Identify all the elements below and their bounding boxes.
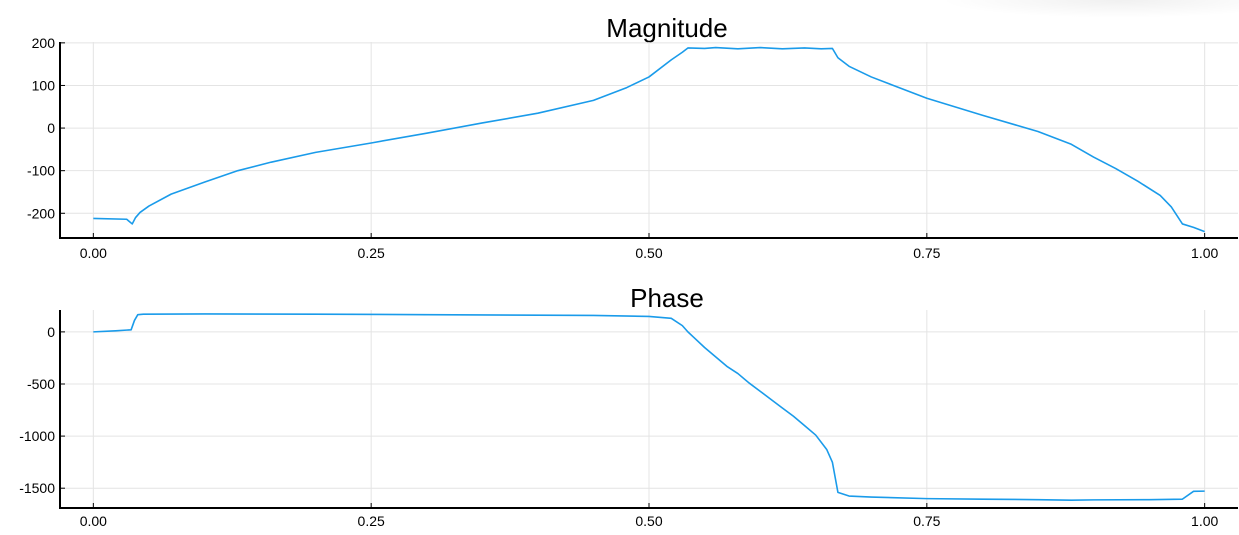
magnitude-series-line [93, 46, 1205, 233]
phase-x-tick-label: 0.75 [913, 513, 940, 529]
magnitude-y-tick-label: 0 [47, 120, 55, 136]
magnitude-x-tick-label: 1.00 [1191, 245, 1218, 261]
magnitude-chart: Magnitude 0.00 0.25 0.50 0.75 1.00 200 100 0 -100… [27, 13, 1238, 261]
phase-y-tick-label: -500 [27, 376, 55, 392]
magnitude-y-tick-label: -200 [27, 205, 55, 221]
phase-title: Phase [630, 283, 704, 313]
phase-x-tick-label: 0.50 [635, 513, 662, 529]
phase-chart: Phase 0.00 0.25 0.50 0.75 1.00 0 -500 -1000 -1500 [19, 283, 1238, 529]
phase-y-tick-label: -1000 [19, 428, 55, 444]
phase-y-tick-label: 0 [47, 324, 55, 340]
phase-x-tick-label: 1.00 [1191, 513, 1218, 529]
magnitude-x-tick-label: 0.75 [913, 245, 940, 261]
magnitude-x-tick-label: 0.50 [635, 245, 662, 261]
magnitude-x-tick-label: 0.25 [358, 245, 385, 261]
phase-y-tick-label: -1500 [19, 480, 55, 496]
phase-x-tick-label: 0.00 [80, 513, 107, 529]
phase-series-line [93, 313, 1205, 501]
magnitude-y-tick-label: 200 [32, 35, 56, 51]
magnitude-y-tick-label: -100 [27, 163, 55, 179]
phase-x-tick-label: 0.25 [358, 513, 385, 529]
magnitude-y-tick-label: 100 [32, 77, 56, 93]
background-shadow [939, 0, 1239, 18]
magnitude-title: Magnitude [606, 13, 727, 43]
magnitude-x-tick-label: 0.00 [80, 245, 107, 261]
